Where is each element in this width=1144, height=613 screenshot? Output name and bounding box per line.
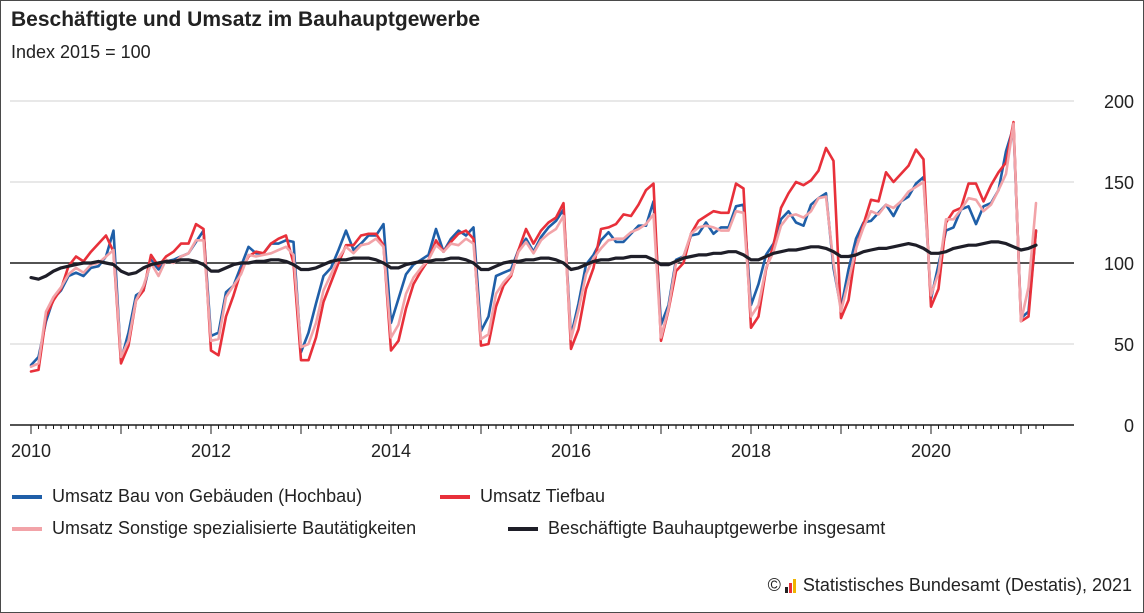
destatis-logo-icon (784, 578, 797, 593)
legend-label-hochbau: Umsatz Bau von Gebäuden (Hochbau) (52, 486, 363, 506)
legend-swatch-sonstige (12, 526, 42, 531)
legend-label-sonstige: Umsatz Sonstige spezialisierte Bautätigk… (52, 518, 417, 538)
legend-swatch-hochbau (12, 494, 42, 499)
series-line-tiefbau (29, 120, 1038, 373)
y-tick-label-200: 200 (1104, 92, 1134, 112)
chart-subtitle: Index 2015 = 100 (11, 42, 151, 62)
series-line-beschaeftigte (29, 240, 1038, 281)
legend-item-beschaeftigte: Beschäftigte Bauhauptgewerbe insgesamt (508, 518, 885, 539)
legend-item-tiefbau: Umsatz Tiefbau (440, 486, 605, 507)
x-tick-label-2010: 2010 (11, 441, 51, 461)
legend: Umsatz Bau von Gebäuden (Hochbau) Umsatz… (12, 486, 1132, 556)
legend-label-beschaeftigte: Beschäftigte Bauhauptgewerbe insgesamt (548, 518, 886, 538)
legend-swatch-tiefbau (440, 494, 470, 499)
legend-item-sonstige: Umsatz Sonstige spezialisierte Bautätigk… (12, 518, 416, 539)
x-tick-label-2014: 2014 (371, 441, 411, 461)
x-tick-label-2020: 2020 (911, 441, 951, 461)
y-tick-label-0: 0 (1124, 416, 1134, 436)
legend-label-tiefbau: Umsatz Tiefbau (480, 486, 606, 506)
legend-swatch-beschaeftigte (508, 526, 538, 531)
source-text: Statistisches Bundesamt (Destatis), 2021 (802, 575, 1132, 595)
source-note: © Statistisches Bundesamt (Destatis), 20… (768, 575, 1132, 596)
copyright-symbol: © (767, 575, 781, 595)
x-tick-label-2018: 2018 (731, 441, 771, 461)
series-line-sonstige (29, 122, 1038, 369)
x-tick-label-2012: 2012 (191, 441, 231, 461)
y-tick-label-150: 150 (1104, 173, 1134, 193)
y-tick-label-100: 100 (1104, 254, 1134, 274)
x-tick-label-2016: 2016 (551, 441, 591, 461)
y-tick-label-50: 50 (1114, 335, 1134, 355)
legend-item-hochbau: Umsatz Bau von Gebäuden (Hochbau) (12, 486, 362, 507)
series-line-hochbau (29, 125, 1038, 367)
chart-title: Beschäftigte und Umsatz im Bauhauptgewer… (11, 8, 481, 31)
